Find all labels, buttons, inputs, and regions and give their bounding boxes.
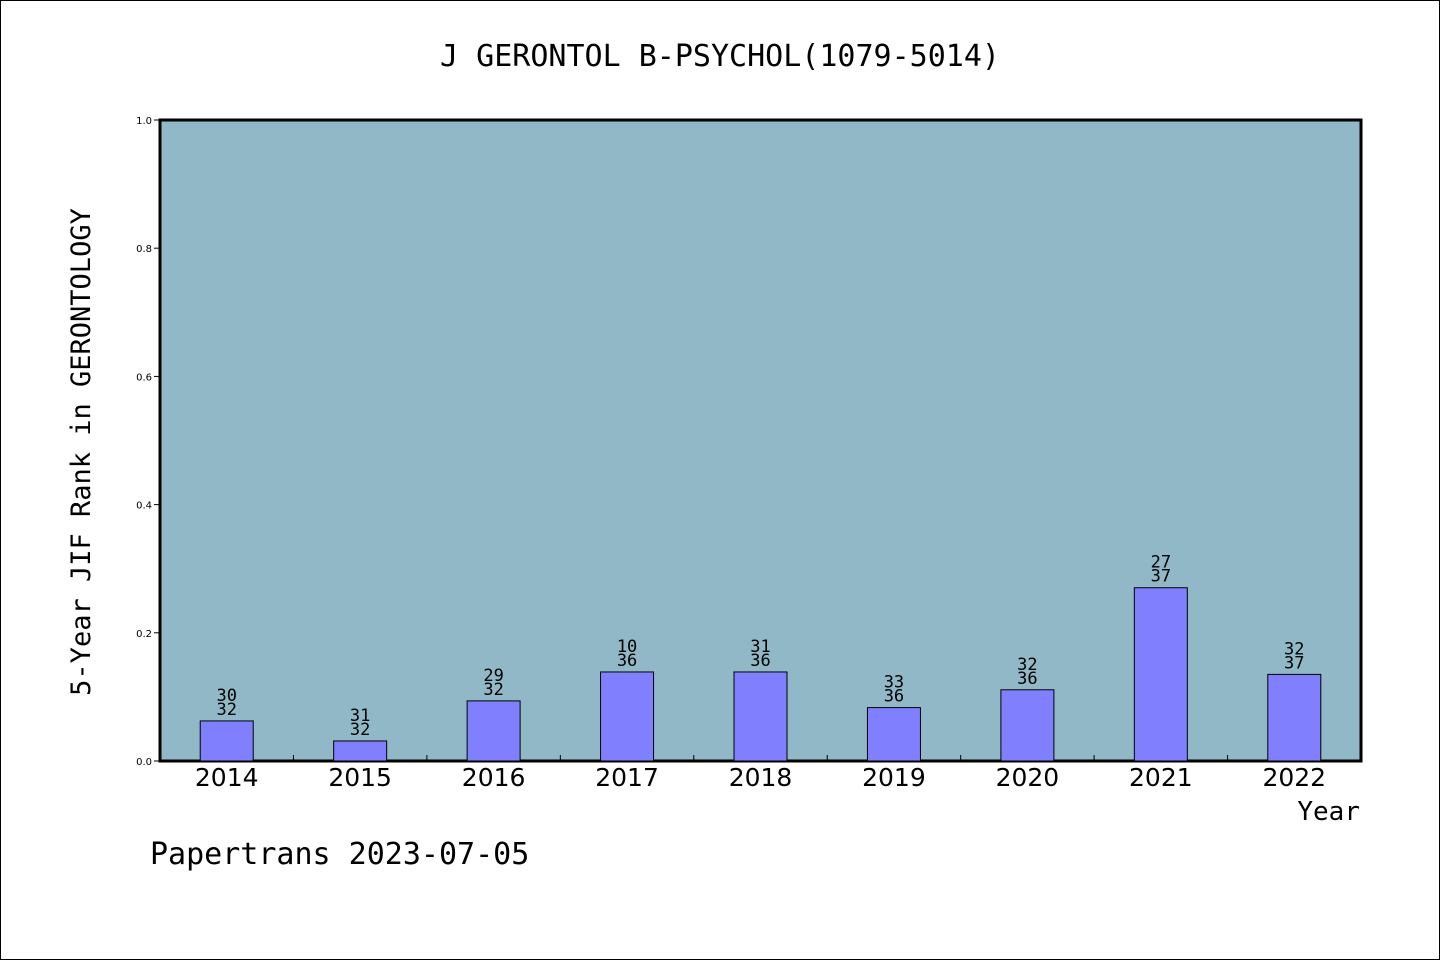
bar-rank-label: 31	[350, 706, 370, 726]
bar-total-label: 36	[750, 651, 770, 671]
bar-2014	[199, 720, 254, 762]
x-tick-label: 2022	[1262, 763, 1326, 792]
y-tick-label: 1.0	[136, 116, 152, 127]
footer-watermark: Papertrans 2023-07-05	[150, 837, 529, 872]
bar-total-label: 32	[483, 680, 503, 700]
bar-rank-label: 32	[1284, 639, 1304, 659]
bar-rank-label: 30	[216, 686, 236, 706]
y-tick-label: 0.0	[136, 757, 152, 768]
y-tick-label: 0.4	[136, 501, 152, 512]
bar-total-label: 32	[216, 700, 236, 720]
bar-2016	[466, 700, 521, 762]
bar-series	[199, 587, 1322, 762]
y-tick-label: 0.8	[136, 244, 152, 255]
bar-total-label: 37	[1284, 653, 1304, 673]
y-tick-label: 0.6	[136, 372, 152, 383]
bar-2017	[600, 671, 655, 762]
bar-rank-label: 33	[884, 673, 904, 693]
bar-2019	[866, 707, 921, 762]
x-tick-label: 2015	[328, 763, 392, 792]
bar-2021	[1133, 587, 1188, 762]
x-tick-label: 2014	[195, 763, 259, 792]
bar-2022	[1267, 673, 1322, 762]
bar-rank-label: 10	[617, 637, 637, 657]
bar-2018	[733, 671, 788, 762]
x-tick-label: 2017	[595, 763, 659, 792]
bar-total-label: 36	[884, 687, 904, 707]
bar-total-label: 37	[1151, 567, 1171, 587]
x-axis-label: Year	[1297, 797, 1360, 827]
x-tick-label: 2019	[862, 763, 926, 792]
chart-title: J GERONTOL B-PSYCHOL(1079-5014)	[440, 39, 1000, 74]
x-tick-label: 2020	[996, 763, 1060, 792]
bar-total-label: 32	[350, 720, 370, 740]
y-axis: 0.0 0.2 0.4 0.6 0.8 1.0	[136, 116, 160, 768]
bar-2015	[333, 740, 388, 762]
bar-total-label: 36	[1017, 669, 1037, 689]
y-tick-label: 0.2	[136, 629, 152, 640]
bar-rank-label: 32	[1017, 655, 1037, 675]
x-tick-label: 2018	[729, 763, 793, 792]
y-axis-label: 5-Year JIF Rank in GERONTOLOGY	[66, 208, 97, 696]
bar-total-label: 36	[617, 651, 637, 671]
x-tick-label: 2016	[462, 763, 526, 792]
x-axis: 2014 2015 2016 2017 2018 2019 2020 2021 2022	[195, 755, 1326, 792]
bar-rank-label: 29	[483, 666, 503, 686]
bar-rank-label: 31	[750, 637, 770, 657]
x-tick-label: 2021	[1129, 763, 1193, 792]
bar-2020	[1000, 689, 1055, 762]
bar-rank-label: 27	[1151, 553, 1171, 573]
